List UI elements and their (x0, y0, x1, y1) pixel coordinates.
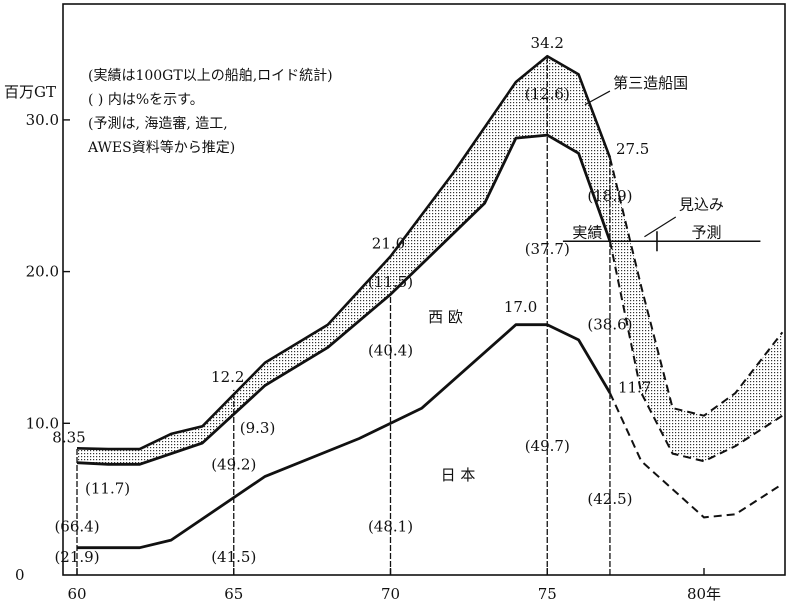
axes: 10.0 20.0 30.0 0 百万GT 60 65 70 75 80年 (4, 3, 786, 603)
percent-label: (38.6) (587, 316, 632, 334)
region-label-third-country: 第三造船国 (613, 74, 688, 92)
third-country-band (77, 56, 610, 465)
x-tick-label: 65 (224, 585, 243, 603)
value-label: 34.2 (531, 34, 564, 52)
note-line: ( ) 内は%を示す。 (88, 92, 204, 108)
percent-label: (11.5) (368, 273, 413, 291)
x-tick-label: 75 (538, 585, 557, 603)
forecast-label: 予測 (691, 223, 721, 241)
estimate-label: 見込み (679, 195, 724, 213)
value-label: 21.0 (372, 234, 405, 252)
percent-label: (21.9) (54, 548, 99, 566)
percent-label: (49.7) (525, 437, 570, 455)
percent-label: (18.9) (587, 187, 632, 205)
percent-label: (41.5) (211, 548, 256, 566)
forecast-line (609, 392, 783, 519)
series-line (77, 323, 612, 550)
series-line (76, 133, 612, 466)
percent-label: (11.7) (85, 480, 130, 498)
x-tick-label: 80年 (687, 585, 721, 603)
value-label: 11.7 (618, 379, 651, 397)
value-label: 27.5 (616, 140, 649, 158)
value-label: 17.0 (504, 298, 537, 316)
percent-label: (12.6) (525, 85, 570, 103)
region-label-japan: 日 本 (441, 466, 476, 484)
note-line: (実績は100GT以上の船舶,ロイド統計) (88, 68, 333, 84)
value-label: 8.35 (52, 428, 85, 446)
y-tick-label: 30.0 (26, 111, 59, 129)
forecast-band (610, 157, 783, 462)
percent-label: (48.1) (368, 517, 413, 535)
percent-label: (66.4) (54, 517, 99, 535)
percent-label: (42.5) (587, 490, 632, 508)
percent-label: (9.3) (240, 419, 276, 437)
actual-label: 実績 (572, 223, 602, 241)
y-tick-label: 10.0 (26, 414, 59, 432)
y-tick-label: 0 (15, 566, 25, 584)
series-line (76, 54, 612, 451)
estimate-pointer (644, 216, 677, 238)
percent-label: (49.2) (211, 455, 256, 473)
forecast-line (609, 157, 784, 417)
note-line: AWES資料等から推定) (87, 139, 235, 156)
chart-labels: 実績 予測 見込み 8.35 12.2 21.0 34.2 17.0 27.5 11.7 (11.7… (52, 34, 724, 566)
x-tick-label: 60 (67, 585, 86, 603)
series-lines (76, 54, 784, 550)
value-leader-lines (76, 56, 611, 575)
region-label-west-europe: 西 欧 (428, 308, 463, 326)
y-unit-label: 百万GT (4, 83, 56, 101)
value-label: 12.2 (211, 368, 244, 386)
percent-label: (37.7) (525, 240, 570, 258)
percent-label: (40.4) (368, 341, 413, 359)
shaded-bands (77, 56, 783, 465)
forecast-line (609, 241, 783, 463)
third-country-pointer (584, 90, 611, 106)
plot-frame (62, 3, 786, 576)
y-tick-label: 20.0 (26, 263, 59, 281)
note-line: (予測は, 海造審, 造工, (88, 116, 228, 132)
x-tick-label: 70 (381, 585, 400, 603)
